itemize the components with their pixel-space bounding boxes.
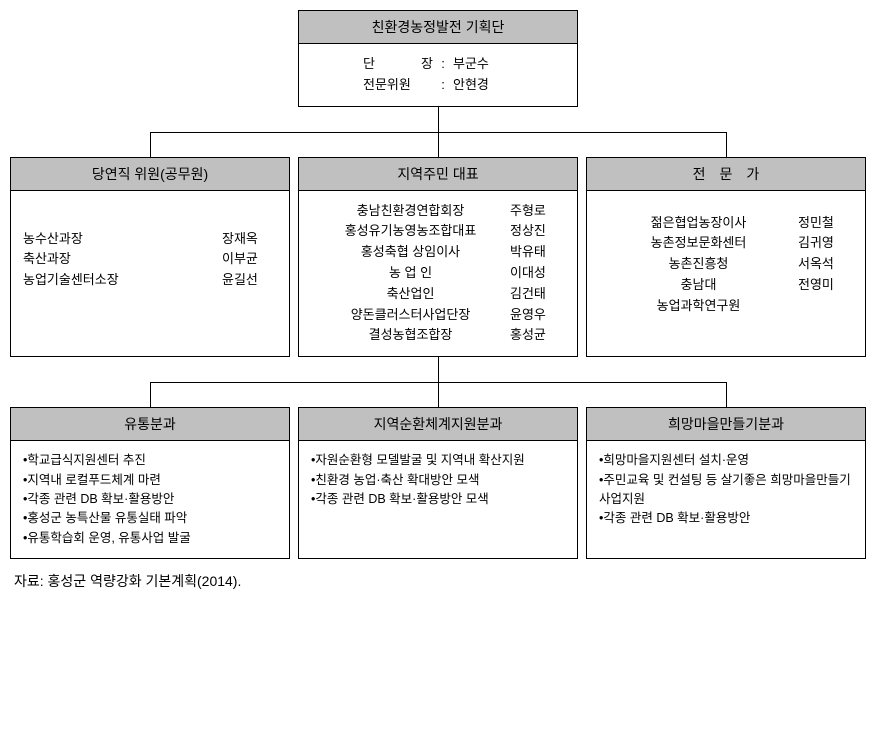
kv-row: 농촌정보문화센터김귀영: [599, 233, 853, 254]
bullet: •자원순환형 모델발굴 및 지역내 확산지원: [311, 451, 565, 470]
bullet: •유통학습회 운영, 유통사업 발굴: [23, 529, 277, 548]
kv-key: 양돈클러스터사업단장: [311, 305, 510, 326]
kv-row: 농수산과장장재옥: [23, 229, 277, 250]
mid-title-0: 당연직 위원(공무원): [11, 158, 289, 191]
bottom-title-2: 희망마을만들기분과: [587, 408, 865, 441]
vline: [438, 107, 439, 132]
bullet: •각종 관련 DB 확보·활용방안: [23, 490, 277, 509]
top-body: 단 장 : 부군수 전문위원 : 안현경: [299, 44, 577, 106]
mid-title-2: 전 문 가: [587, 158, 865, 191]
kv-key: 농 업 인: [311, 263, 510, 284]
kv-val: 서옥석: [798, 254, 853, 275]
bottom-body-1: •자원순환형 모델발굴 및 지역내 확산지원 •친환경 농업·축산 확대방안 모…: [299, 441, 577, 519]
top-box: 친환경농정발전 기획단 단 장 : 부군수 전문위원 : 안현경: [298, 10, 578, 107]
mid-row: 당연직 위원(공무원) 농수산과장장재옥 축산과장이부균 농업기술센터소장윤길선…: [10, 157, 866, 358]
kv-row: 축산업인김건태: [311, 284, 565, 305]
mid-box-0: 당연직 위원(공무원) 농수산과장장재옥 축산과장이부균 농업기술센터소장윤길선: [10, 157, 290, 358]
bottom-box-0: 유통분과 •학교급식지원센터 추진 •지역내 로컬푸드체계 마련 •각종 관련 …: [10, 407, 290, 559]
kv-row: 농촌진흥청서옥석: [599, 254, 853, 275]
kv-val: 박유태: [510, 242, 565, 263]
mid-box-1: 지역주민 대표 충남친환경연합회장주형로 홍성유기농영농조합대표정상진 홍성축협…: [298, 157, 578, 358]
kv-val: 이부균: [222, 249, 277, 270]
kv-key: 농촌정보문화센터: [599, 233, 798, 254]
top-title: 친환경농정발전 기획단: [299, 11, 577, 44]
connector-top-mid: [10, 107, 866, 157]
top-row-value: 안현경: [453, 75, 513, 96]
bullet: •홍성군 농특산물 유통실태 파악: [23, 509, 277, 528]
bottom-box-2: 희망마을만들기분과 •희망마을지원센터 설치·운영 •주민교육 및 컨설팅 등 …: [586, 407, 866, 559]
top-row-label: 전문위원: [363, 75, 433, 96]
kv-key: 충남대: [599, 275, 798, 296]
top-row-value: 부군수: [453, 54, 513, 75]
vline: [726, 382, 727, 407]
kv-row: 농 업 인이대성: [311, 263, 565, 284]
kv-val: 윤영우: [510, 305, 565, 326]
connector-mid-bottom: [10, 357, 866, 407]
kv-key: 농업과학연구원: [599, 296, 798, 317]
bullet: •희망마을지원센터 설치·운영: [599, 451, 853, 470]
bullet: •지역내 로컬푸드체계 마련: [23, 471, 277, 490]
kv-row: 농업과학연구원: [599, 296, 853, 317]
kv-val: 정상진: [510, 221, 565, 242]
bullet: •학교급식지원센터 추진: [23, 451, 277, 470]
top-row-label: 단 장: [363, 54, 433, 75]
kv-row: 결성농협조합장홍성균: [311, 325, 565, 346]
kv-key: 축산업인: [311, 284, 510, 305]
vline: [438, 132, 439, 157]
bottom-title-0: 유통분과: [11, 408, 289, 441]
colon: :: [433, 54, 453, 75]
vline: [150, 132, 151, 157]
kv-val: 윤길선: [222, 270, 277, 291]
kv-row: 양돈클러스터사업단장윤영우: [311, 305, 565, 326]
kv-key: 젊은협업농장이사: [599, 213, 798, 234]
kv-val: 홍성균: [510, 325, 565, 346]
org-chart: 친환경농정발전 기획단 단 장 : 부군수 전문위원 : 안현경 당연직 위원(…: [10, 10, 866, 559]
kv-row: 홍성유기농영농조합대표정상진: [311, 221, 565, 242]
bullet: •친환경 농업·축산 확대방안 모색: [311, 471, 565, 490]
top-row-0: 단 장 : 부군수: [311, 54, 565, 75]
kv-row: 농업기술센터소장윤길선: [23, 270, 277, 291]
kv-row: 홍성축협 상임이사박유태: [311, 242, 565, 263]
kv-val: [798, 296, 853, 317]
bottom-body-2: •희망마을지원센터 설치·운영 •주민교육 및 컨설팅 등 살기좋은 희망마을만…: [587, 441, 865, 539]
kv-val: 주형로: [510, 201, 565, 222]
mid-body-0: 농수산과장장재옥 축산과장이부균 농업기술센터소장윤길선: [11, 191, 289, 329]
kv-val: 전영미: [798, 275, 853, 296]
kv-key: 농업기술센터소장: [23, 270, 222, 291]
colon: :: [433, 75, 453, 96]
mid-body-1: 충남친환경연합회장주형로 홍성유기농영농조합대표정상진 홍성축협 상임이사박유태…: [299, 191, 577, 357]
mid-box-2: 전 문 가 젊은협업농장이사정민철 농촌정보문화센터김귀영 농촌진흥청서옥석 충…: [586, 157, 866, 358]
kv-key: 농촌진흥청: [599, 254, 798, 275]
bullet: •각종 관련 DB 확보·활용방안: [599, 509, 853, 528]
bottom-row: 유통분과 •학교급식지원센터 추진 •지역내 로컬푸드체계 마련 •각종 관련 …: [10, 407, 866, 559]
kv-key: 축산과장: [23, 249, 222, 270]
kv-row: 충남친환경연합회장주형로: [311, 201, 565, 222]
vline: [150, 382, 151, 407]
mid-title-1: 지역주민 대표: [299, 158, 577, 191]
kv-row: 축산과장이부균: [23, 249, 277, 270]
kv-key: 홍성축협 상임이사: [311, 242, 510, 263]
vline: [438, 357, 439, 382]
bullet: •주민교육 및 컨설팅 등 살기좋은 희망마을만들기 사업지원: [599, 471, 853, 510]
mid-body-2: 젊은협업농장이사정민철 농촌정보문화센터김귀영 농촌진흥청서옥석 충남대전영미 …: [587, 191, 865, 327]
kv-val: 정민철: [798, 213, 853, 234]
kv-val: 김건태: [510, 284, 565, 305]
bottom-title-1: 지역순환체계지원분과: [299, 408, 577, 441]
vline: [726, 132, 727, 157]
kv-val: 김귀영: [798, 233, 853, 254]
vline: [438, 382, 439, 407]
kv-val: 이대성: [510, 263, 565, 284]
kv-key: 홍성유기농영농조합대표: [311, 221, 510, 242]
kv-row: 충남대전영미: [599, 275, 853, 296]
kv-row: 젊은협업농장이사정민철: [599, 213, 853, 234]
kv-key: 결성농협조합장: [311, 325, 510, 346]
kv-val: 장재옥: [222, 229, 277, 250]
bottom-box-1: 지역순환체계지원분과 •자원순환형 모델발굴 및 지역내 확산지원 •친환경 농…: [298, 407, 578, 559]
top-row-1: 전문위원 : 안현경: [311, 75, 565, 96]
kv-key: 농수산과장: [23, 229, 222, 250]
footnote: 자료: 홍성군 역량강화 기본계획(2014).: [10, 571, 866, 591]
bullet: •각종 관련 DB 확보·활용방안 모색: [311, 490, 565, 509]
bottom-body-0: •학교급식지원센터 추진 •지역내 로컬푸드체계 마련 •각종 관련 DB 확보…: [11, 441, 289, 558]
kv-key: 충남친환경연합회장: [311, 201, 510, 222]
